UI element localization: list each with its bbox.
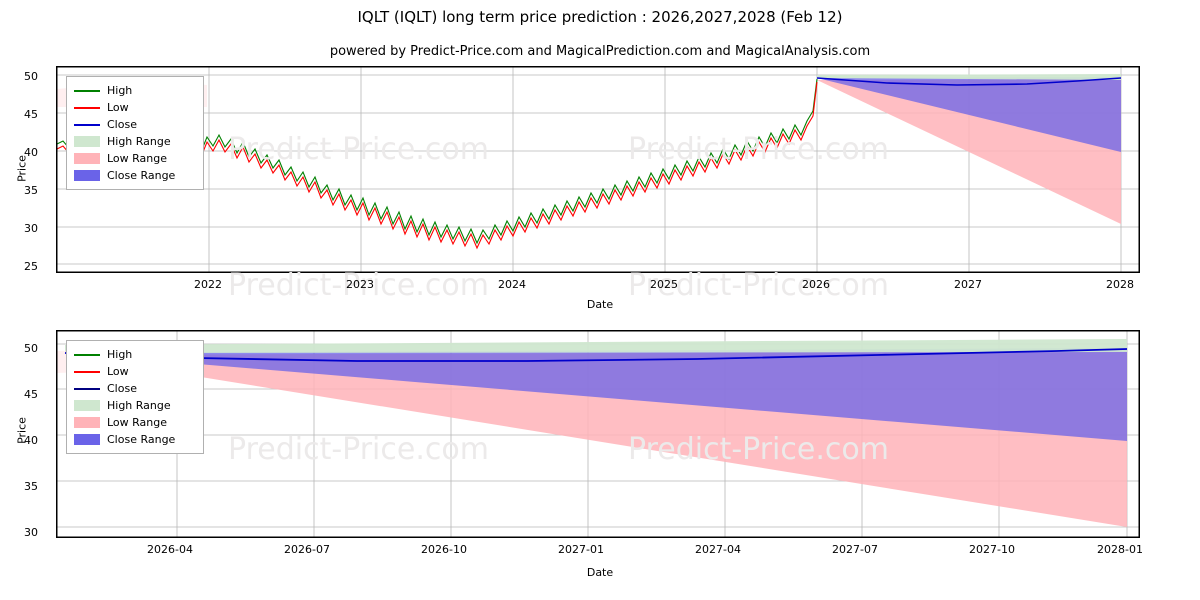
legend-item-low-range-bottom[interactable]: Low Range	[74, 414, 196, 431]
top-xtick-2027: 2027	[954, 278, 982, 291]
bottom-xtick-6: 2027-07	[832, 543, 878, 556]
low-line-swatch-icon	[74, 102, 100, 113]
bottom-xtick-4: 2027-01	[558, 543, 604, 556]
bottom-xtick-8: 2028-01	[1097, 543, 1143, 556]
bottom-legend: High Low Close High Range Low Range Clos…	[66, 340, 204, 454]
page-subtitle: powered by Predict-Price.com and Magical…	[329, 44, 871, 59]
top-x-axis-label: Date	[586, 298, 614, 311]
bottom-ytick-35: 35	[24, 480, 38, 493]
legend-item-high-range[interactable]: High Range	[74, 133, 196, 150]
top-ytick-35: 35	[24, 184, 38, 197]
high-range-swatch-icon	[74, 136, 100, 147]
bottom-xtick-5: 2027-04	[695, 543, 741, 556]
bottom-xtick-1: 2026-04	[147, 543, 193, 556]
close-range-swatch-icon	[74, 434, 100, 445]
low-line-swatch-icon	[74, 366, 100, 377]
high-line-swatch-icon	[74, 85, 100, 96]
high-range-swatch-icon	[74, 400, 100, 411]
legend-item-close-range-bottom[interactable]: Close Range	[74, 431, 196, 448]
legend-label-low-range: Low Range	[107, 416, 168, 429]
high-line-swatch-icon	[74, 349, 100, 360]
close-range-band	[817, 77, 1121, 152]
legend-label-low: Low	[107, 101, 129, 114]
top-xtick-2026: 2026	[802, 278, 830, 291]
bottom-chart-panel	[56, 330, 1140, 538]
low-range-swatch-icon	[74, 417, 100, 428]
legend-item-close[interactable]: Close	[74, 116, 196, 133]
legend-item-close-bottom[interactable]: Close	[74, 380, 196, 397]
top-chart-panel	[56, 66, 1140, 273]
legend-label-close-range: Close Range	[107, 433, 176, 446]
bottom-ytick-45: 45	[24, 388, 38, 401]
legend-item-close-range[interactable]: Close Range	[74, 167, 196, 184]
high-range-band-bottom	[65, 339, 1127, 353]
close-series-line	[816, 77, 1122, 86]
bottom-y-axis-label: Price	[15, 417, 29, 444]
legend-label-low-range: Low Range	[107, 152, 168, 165]
top-xtick-2023: 2023	[346, 278, 374, 291]
top-ytick-25: 25	[24, 260, 38, 273]
top-chart-svg	[57, 67, 1139, 272]
top-xtick-2022: 2022	[194, 278, 222, 291]
legend-item-low-range[interactable]: Low Range	[74, 150, 196, 167]
legend-label-high: High	[107, 84, 133, 97]
top-ytick-50: 50	[24, 70, 38, 83]
page-title: IQLT (IQLT) long term price prediction :…	[357, 8, 843, 26]
top-legend: High Low Close High Range Low Range Clos…	[66, 76, 204, 190]
legend-label-high-range: High Range	[107, 399, 171, 412]
close-series-line-bottom	[64, 348, 1128, 362]
top-ytick-45: 45	[24, 108, 38, 121]
high-range-band	[817, 74, 1121, 80]
bottom-xtick-2: 2026-07	[284, 543, 330, 556]
top-ytick-30: 30	[24, 222, 38, 235]
bottom-chart-svg	[57, 331, 1139, 537]
bottom-ytick-30: 30	[24, 526, 38, 539]
legend-label-low: Low	[107, 365, 129, 378]
legend-item-low[interactable]: Low	[74, 99, 196, 116]
top-xtick-2025: 2025	[650, 278, 678, 291]
legend-label-close: Close	[107, 382, 137, 395]
close-range-swatch-icon	[74, 170, 100, 181]
close-range-band-bottom	[65, 348, 1127, 441]
legend-item-high-bottom[interactable]: High	[74, 346, 196, 363]
bottom-x-axis-label: Date	[586, 566, 614, 579]
low-range-swatch-icon	[74, 153, 100, 164]
bottom-xtick-3: 2026-10	[421, 543, 467, 556]
bottom-ytick-50: 50	[24, 342, 38, 355]
legend-label-close-range: Close Range	[107, 169, 176, 182]
legend-label-high-range: High Range	[107, 135, 171, 148]
top-xtick-2028: 2028	[1106, 278, 1134, 291]
top-xtick-2024: 2024	[498, 278, 526, 291]
top-y-axis-label: Price	[15, 155, 29, 182]
legend-label-close: Close	[107, 118, 137, 131]
bottom-ytick-40: 40	[24, 434, 38, 447]
legend-label-high: High	[107, 348, 133, 361]
close-line-swatch-icon	[74, 119, 100, 130]
bottom-xtick-7: 2027-10	[969, 543, 1015, 556]
top-ytick-40: 40	[24, 146, 38, 159]
legend-item-high-range-bottom[interactable]: High Range	[74, 397, 196, 414]
legend-item-low-bottom[interactable]: Low	[74, 363, 196, 380]
close-line-swatch-icon	[74, 383, 100, 394]
legend-item-high[interactable]: High	[74, 82, 196, 99]
